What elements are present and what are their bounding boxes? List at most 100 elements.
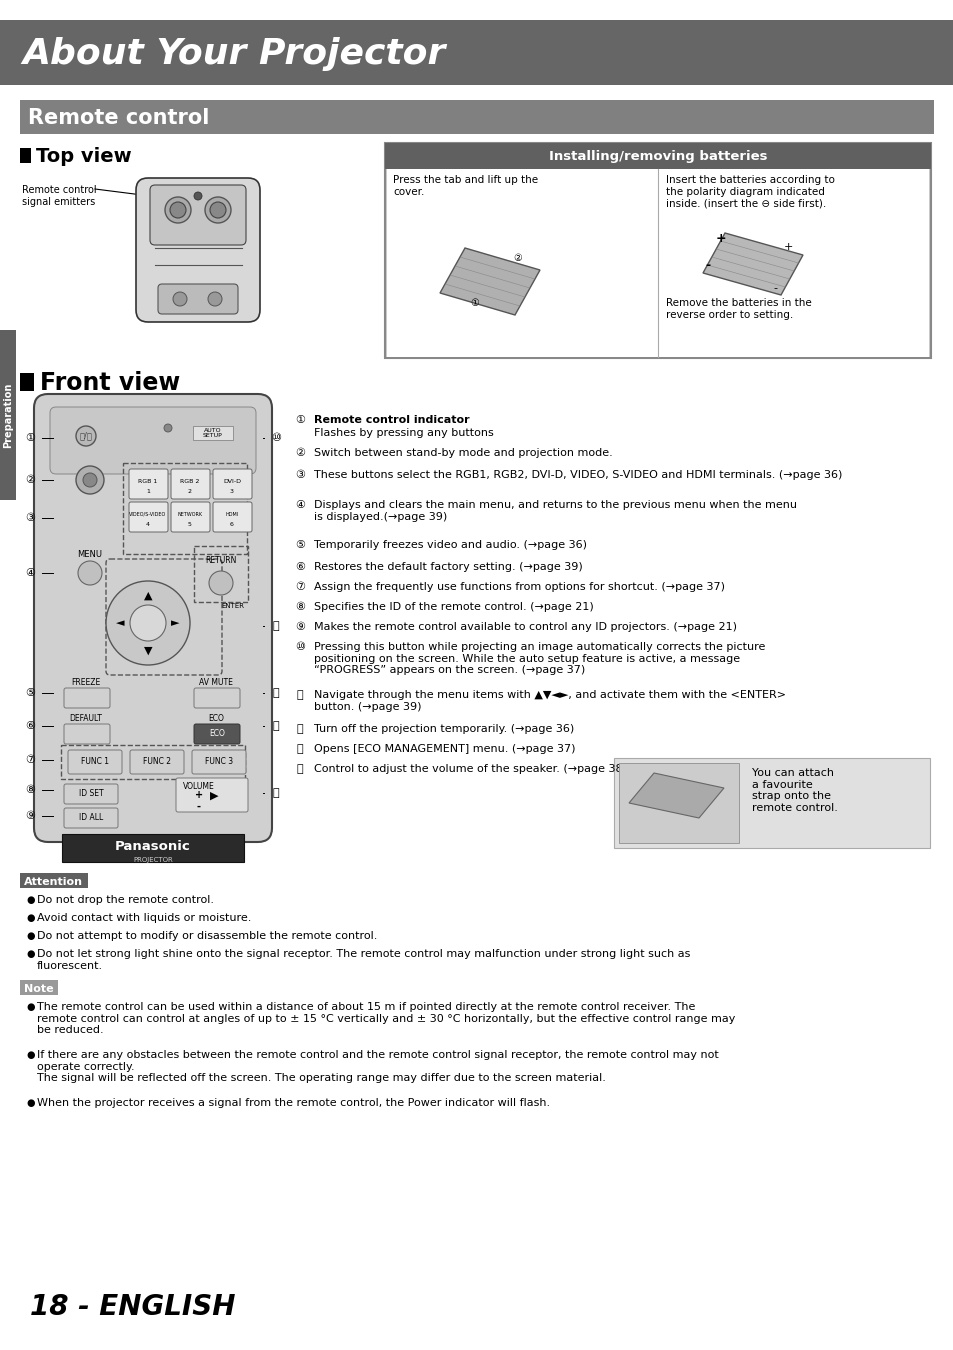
Text: ①: ① xyxy=(294,414,305,425)
Text: The remote control can be used within a distance of about 15 m if pointed direct: The remote control can be used within a … xyxy=(37,1002,735,1035)
Text: ⑤: ⑤ xyxy=(294,540,305,549)
Circle shape xyxy=(83,472,97,487)
Text: NETWORK: NETWORK xyxy=(177,512,202,517)
Text: ②: ② xyxy=(294,448,305,458)
Text: Remote control: Remote control xyxy=(28,108,209,128)
Text: Displays and clears the main menu, and returns to the previous menu when the men: Displays and clears the main menu, and r… xyxy=(314,500,796,521)
Text: ⑩: ⑩ xyxy=(294,643,305,652)
Text: ID ALL: ID ALL xyxy=(79,814,103,822)
Text: ⑧: ⑧ xyxy=(294,602,305,612)
Bar xyxy=(20,980,58,995)
Text: Do not attempt to modify or disassemble the remote control.: Do not attempt to modify or disassemble … xyxy=(37,931,377,941)
Text: ▶: ▶ xyxy=(210,791,218,801)
Text: Top view: Top view xyxy=(36,147,132,166)
Text: 18 - ENGLISH: 18 - ENGLISH xyxy=(30,1293,235,1322)
Text: ⑪: ⑪ xyxy=(296,690,303,701)
Text: RGB 2: RGB 2 xyxy=(180,479,199,485)
Text: ⑫: ⑫ xyxy=(296,724,303,734)
Text: These buttons select the RGB1, RGB2, DVI-D, VIDEO, S-VIDEO and HDMI terminals. (: These buttons select the RGB1, RGB2, DVI… xyxy=(314,470,841,481)
Text: ECO: ECO xyxy=(209,729,225,738)
Text: ●: ● xyxy=(26,931,34,941)
Text: Attention: Attention xyxy=(24,878,83,887)
Text: Makes the remote control available to control any ID projectors. (→page 21): Makes the remote control available to co… xyxy=(314,622,737,632)
FancyBboxPatch shape xyxy=(213,468,252,500)
Bar xyxy=(0,329,16,500)
Text: INPUT
SELECT: INPUT SELECT xyxy=(139,470,167,490)
Text: ⑤: ⑤ xyxy=(25,688,35,698)
FancyBboxPatch shape xyxy=(136,178,260,323)
Circle shape xyxy=(164,424,172,432)
Text: Turn off the projection temporarily. (→page 36): Turn off the projection temporarily. (→p… xyxy=(314,724,574,734)
Text: +: + xyxy=(782,242,792,252)
Text: Specifies the ID of the remote control. (→page 21): Specifies the ID of the remote control. … xyxy=(314,602,593,612)
Text: 3: 3 xyxy=(230,489,233,494)
Text: Avoid contact with liquids or moisture.: Avoid contact with liquids or moisture. xyxy=(37,913,251,923)
FancyBboxPatch shape xyxy=(213,502,252,532)
Text: MENU: MENU xyxy=(77,549,102,559)
Text: Do not let strong light shine onto the signal receptor. The remote control may m: Do not let strong light shine onto the s… xyxy=(37,949,690,971)
Bar xyxy=(618,763,739,842)
Circle shape xyxy=(78,562,102,585)
Text: ●: ● xyxy=(26,949,34,958)
Text: Front view: Front view xyxy=(40,371,180,396)
FancyBboxPatch shape xyxy=(129,468,168,500)
Text: AV MUTE: AV MUTE xyxy=(199,678,233,687)
Text: If there are any obstacles between the remote control and the remote control sig: If there are any obstacles between the r… xyxy=(37,1050,718,1083)
Text: ⑩: ⑩ xyxy=(271,433,281,443)
Text: ⑪: ⑪ xyxy=(273,621,279,630)
Text: ●: ● xyxy=(26,1002,34,1012)
Bar xyxy=(20,873,88,888)
Text: ①: ① xyxy=(25,433,35,443)
Text: ⑫: ⑫ xyxy=(273,688,279,698)
Text: ID SET: ID SET xyxy=(78,790,103,798)
Text: ⑦: ⑦ xyxy=(25,755,35,765)
Text: Insert the batteries according to
the polarity diagram indicated
inside. (insert: Insert the batteries according to the po… xyxy=(665,176,834,208)
Text: ●: ● xyxy=(26,1050,34,1060)
Circle shape xyxy=(106,580,190,666)
Text: VOLUME: VOLUME xyxy=(183,782,214,791)
Text: ENTER: ENTER xyxy=(221,603,244,609)
Text: FREEZE: FREEZE xyxy=(71,678,100,687)
Text: ●: ● xyxy=(26,913,34,923)
Text: ⑥: ⑥ xyxy=(294,562,305,572)
Text: Remove the batteries in the
reverse order to setting.: Remove the batteries in the reverse orde… xyxy=(665,298,811,320)
Text: PROJECTOR: PROJECTOR xyxy=(133,857,172,863)
FancyBboxPatch shape xyxy=(171,502,210,532)
Text: Remote control
signal emitters: Remote control signal emitters xyxy=(22,185,96,207)
Circle shape xyxy=(170,202,186,217)
Text: RETURN: RETURN xyxy=(205,556,236,566)
Circle shape xyxy=(165,197,191,223)
Bar xyxy=(614,757,929,848)
Circle shape xyxy=(205,197,231,223)
Bar xyxy=(387,169,928,356)
Text: -: - xyxy=(196,802,201,811)
Text: ►: ► xyxy=(171,618,179,628)
Text: Restores the default factory setting. (→page 39): Restores the default factory setting. (→… xyxy=(314,562,582,572)
Text: FUNC 1: FUNC 1 xyxy=(81,757,109,767)
Text: ●: ● xyxy=(26,1098,34,1108)
Text: -: - xyxy=(704,258,710,271)
Text: ②: ② xyxy=(25,475,35,485)
Text: Control to adjust the volume of the speaker. (→page 38): Control to adjust the volume of the spea… xyxy=(314,764,626,774)
Text: HDMI: HDMI xyxy=(225,512,238,517)
Text: ⑬: ⑬ xyxy=(273,721,279,730)
FancyBboxPatch shape xyxy=(150,185,246,244)
Text: ④: ④ xyxy=(294,500,305,510)
Bar xyxy=(0,20,953,85)
Text: Pressing this button while projecting an image automatically corrects the pictur: Pressing this button while projecting an… xyxy=(314,643,764,675)
Text: Assign the frequently use functions from options for shortcut. (→page 37): Assign the frequently use functions from… xyxy=(314,582,724,593)
Text: -: - xyxy=(772,284,776,293)
Text: ②: ② xyxy=(513,252,522,263)
Text: DEFAULT: DEFAULT xyxy=(70,714,102,724)
FancyBboxPatch shape xyxy=(50,406,255,474)
FancyBboxPatch shape xyxy=(129,502,168,532)
Circle shape xyxy=(210,202,226,217)
Text: Preparation: Preparation xyxy=(3,382,13,448)
Text: +: + xyxy=(715,231,725,244)
FancyBboxPatch shape xyxy=(171,468,210,500)
Text: DVI-D: DVI-D xyxy=(223,479,241,485)
Text: Flashes by pressing any buttons: Flashes by pressing any buttons xyxy=(314,428,494,437)
Bar xyxy=(20,100,933,134)
Text: Press the tab and lift up the
cover.: Press the tab and lift up the cover. xyxy=(393,176,537,197)
Text: 6: 6 xyxy=(230,522,233,526)
